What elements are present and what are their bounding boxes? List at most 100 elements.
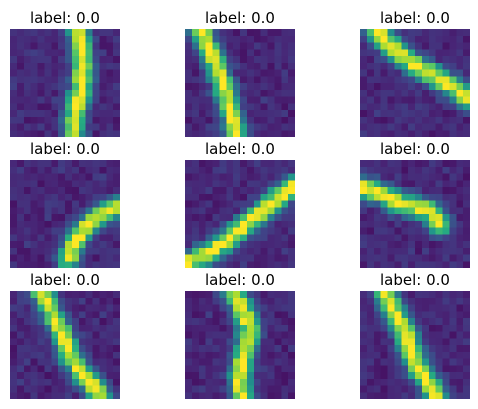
heatmap-cell [374,103,381,110]
heatmap-cell [240,56,247,63]
heatmap-cell [408,130,415,137]
heatmap-cell [388,345,395,352]
heatmap-cell [268,305,275,312]
heatmap-cell [463,221,470,228]
heatmap-cell [72,207,79,214]
heatmap-cell [38,352,45,359]
heatmap-cell [240,83,247,90]
heatmap-cell [254,36,261,43]
heatmap-cell [261,392,268,399]
heatmap-cell [254,318,261,325]
heatmap-cell [254,352,261,359]
heatmap-cell [449,372,456,379]
heatmap-cell [261,291,268,298]
heatmap-cell [206,352,213,359]
heatmap-cell [65,49,72,56]
heatmap-cell [79,76,86,83]
heatmap-cell [31,160,38,167]
heatmap-cell [274,318,281,325]
heatmap-cell [79,29,86,36]
heatmap-cell [288,110,295,117]
heatmap-cell [219,255,226,262]
heatmap-cell [261,214,268,221]
heatmap-cell [219,298,226,305]
heatmap-cell [38,70,45,77]
image-panel: label: 0.0 [10,270,120,399]
heatmap-cell [408,345,415,352]
heatmap-cell [113,103,120,110]
heatmap-cell [113,97,120,104]
heatmap-cell [268,103,275,110]
heatmap-cell [44,97,51,104]
heatmap-cell [367,90,374,97]
heatmap-cell [58,97,65,104]
heatmap-cell [99,29,106,36]
heatmap-cell [99,221,106,228]
heatmap-cell [185,338,192,345]
heatmap-cell [31,234,38,241]
heatmap-cell [268,338,275,345]
heatmap-cell [261,29,268,36]
heatmap-cell [429,29,436,36]
heatmap-cell [44,338,51,345]
heatmap-cell [240,49,247,56]
heatmap-cell [449,56,456,63]
heatmap-cell [219,201,226,208]
heatmap-cell [219,228,226,235]
heatmap-cell [388,160,395,167]
heatmap-cell [374,214,381,221]
heatmap-cell [113,83,120,90]
heatmap-cell [93,117,100,124]
heatmap-cell [185,255,192,262]
heatmap-cell [24,70,31,77]
heatmap-cell [456,386,463,393]
heatmap-cell [199,167,206,174]
heatmap-cell [254,194,261,201]
heatmap-cell [381,56,388,63]
heatmap-cell [58,298,65,305]
heatmap-cell [288,103,295,110]
heatmap-cell [226,43,233,50]
heatmap-cell [281,63,288,70]
heatmap-cell [233,379,240,386]
heatmap-cell [79,90,86,97]
heatmap-cell [374,261,381,268]
heatmap-cell [17,167,24,174]
heatmap-cell [113,124,120,131]
heatmap-cell [408,372,415,379]
heatmap-cell [219,248,226,255]
heatmap-cell [463,124,470,131]
heatmap-cell [449,352,456,359]
heatmap-cell [268,29,275,36]
heatmap-cell [374,49,381,56]
heatmap-cell [456,228,463,235]
heatmap-cell [72,83,79,90]
heatmap-cell [268,130,275,137]
heatmap-cell [381,117,388,124]
heatmap-cell [226,386,233,393]
heatmap-cell [261,180,268,187]
heatmap-cell [72,201,79,208]
heatmap-cell [206,372,213,379]
heatmap-cell [401,291,408,298]
heatmap-cell [415,29,422,36]
heatmap-cell [240,36,247,43]
heatmap-cell [463,332,470,339]
heatmap-cell [219,291,226,298]
heatmap-cell [388,167,395,174]
heatmap-cell [79,248,86,255]
heatmap-cell [443,214,450,221]
heatmap-cell [367,248,374,255]
heatmap-cell [79,214,86,221]
heatmap-cell [192,255,199,262]
heatmap-cell [281,311,288,318]
heatmap-cell [185,379,192,386]
heatmap-cell [422,130,429,137]
heatmap-cell [31,386,38,393]
heatmap-cell [415,332,422,339]
heatmap-cell [99,338,106,345]
heatmap-cell [24,63,31,70]
heatmap-cell [106,124,113,131]
heatmap-cell [233,311,240,318]
heatmap-cell [463,70,470,77]
